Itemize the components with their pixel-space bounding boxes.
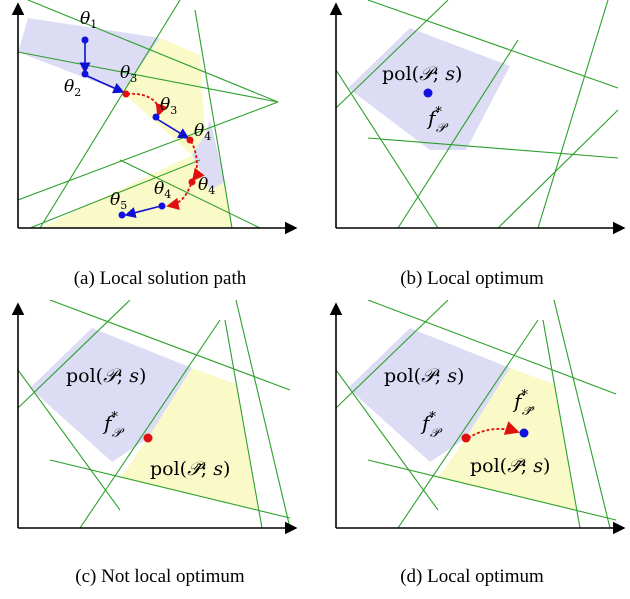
- constraint-line: [29, 159, 201, 228]
- constraint-line: [367, 300, 617, 395]
- region-pol-p: [30, 328, 192, 462]
- constraint-line: [336, 369, 439, 511]
- label-theta-4: θ4: [198, 175, 215, 197]
- region-pol-p-tilde: [120, 368, 258, 510]
- constraint-line: [397, 319, 539, 528]
- panel-c-diagram: pol(𝒫; s) f* 𝒫 pol(𝒫̃; s): [11, 300, 298, 535]
- point-blue: [81, 36, 89, 44]
- label-theta-5: θ5: [110, 190, 127, 212]
- constraint-line: [553, 300, 611, 528]
- constraint-line: [194, 9, 233, 228]
- point-blue: [152, 113, 160, 121]
- caption-panel-d: (d) Local optimum: [400, 566, 544, 587]
- constraint-line: [537, 0, 609, 228]
- point-f-star: [143, 433, 153, 443]
- constraint-line: [497, 109, 619, 228]
- point-blue: [158, 202, 166, 210]
- constraint-line: [18, 101, 279, 201]
- constraint-line: [79, 319, 221, 528]
- constraint-line: [49, 459, 291, 519]
- constraint-line: [336, 300, 449, 409]
- label-pol-p-tilde: pol(𝒫̃; s): [470, 455, 550, 477]
- panel-b-diagram: pol(𝒫; s) f* 𝒫: [329, 0, 626, 235]
- region-yellow-1: [122, 38, 205, 155]
- constraint-line: [49, 300, 291, 391]
- region-yellow-2: [40, 155, 232, 228]
- constraint-line: [542, 319, 581, 528]
- caption-panel-c: (c) Not local optimum: [75, 566, 245, 587]
- label-theta-2: θ2: [64, 77, 81, 99]
- label-theta-1: θ1: [80, 9, 97, 31]
- constraint-line: [367, 0, 619, 89]
- path-jump: [126, 92, 168, 117]
- label-pol-p: pol(𝒫; s): [384, 365, 464, 387]
- path-arrow: [84, 74, 125, 94]
- label-theta-3: θ3: [160, 95, 177, 117]
- path-arrow: [124, 205, 162, 219]
- constraint-line: [235, 300, 291, 528]
- label-theta-4: θ4: [154, 179, 171, 201]
- panel-d-diagram: pol(𝒫; s) f* 𝒫 f* 𝒫̃ pol(𝒫̃; s): [329, 300, 626, 535]
- point-red: [186, 136, 194, 144]
- label-pol-p-tilde: pol(𝒫̃; s): [150, 458, 230, 480]
- constraint-line: [336, 0, 449, 109]
- constraint-line: [27, 0, 279, 103]
- point-f-star-tilde: [519, 428, 529, 438]
- caption-panel-b: (b) Local optimum: [400, 268, 544, 289]
- path-arrow: [156, 118, 190, 139]
- label-theta-3: θ3: [120, 63, 137, 85]
- caption-panel-a: (a) Local solution path: [73, 268, 247, 289]
- point-blue: [81, 70, 89, 78]
- point-optimum: [423, 88, 433, 98]
- constraint-line: [367, 459, 617, 521]
- region-blue-1: [18, 18, 160, 92]
- point-blue: [118, 211, 126, 219]
- constraint-line: [119, 159, 261, 228]
- region-pol-p-tilde: [438, 368, 576, 510]
- label-pol-p: pol(𝒫; s): [382, 63, 462, 85]
- constraint-line: [18, 51, 279, 103]
- constraint-line: [367, 137, 619, 159]
- label-theta-4: θ4: [194, 121, 211, 143]
- constraint-line: [224, 319, 263, 528]
- point-red: [122, 90, 130, 98]
- constraint-line: [18, 369, 121, 511]
- constraint-line: [336, 69, 439, 228]
- move-arrow: [467, 421, 520, 439]
- region-blue-2: [192, 120, 225, 190]
- constraint-line: [39, 0, 181, 228]
- label-pol-p: pol(𝒫; s): [66, 365, 146, 387]
- path-jump: [166, 183, 192, 211]
- point-f-star: [461, 433, 471, 443]
- panel-a-diagram: θ1 θ2 θ3 θ3 θ4 θ4 θ4 θ5: [11, 0, 298, 235]
- point-red: [188, 178, 196, 186]
- constraint-line: [18, 300, 131, 409]
- region-pol-p: [348, 328, 510, 462]
